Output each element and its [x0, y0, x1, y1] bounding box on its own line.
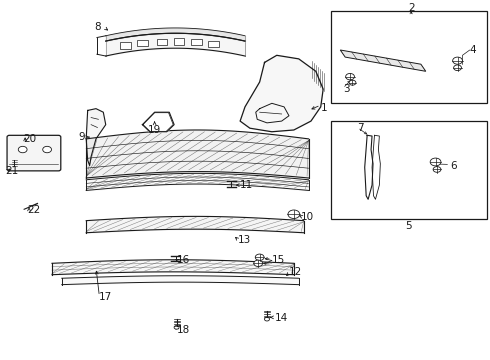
Text: 1: 1 [321, 103, 327, 113]
Bar [331, 11, 487, 103]
Circle shape [255, 254, 264, 261]
Circle shape [288, 210, 300, 219]
Bar [173, 39, 184, 45]
Text: 15: 15 [272, 256, 285, 265]
Text: 4: 4 [470, 45, 476, 55]
Bar [191, 39, 201, 45]
Text: 8: 8 [94, 22, 101, 32]
Circle shape [43, 146, 51, 153]
Bar [331, 121, 487, 219]
Circle shape [433, 167, 441, 172]
Circle shape [345, 73, 354, 80]
Text: 19: 19 [148, 125, 161, 135]
Text: 10: 10 [301, 212, 314, 222]
Text: 12: 12 [289, 267, 302, 277]
Text: 6: 6 [450, 161, 457, 171]
Text: 9: 9 [78, 132, 85, 142]
Text: 18: 18 [176, 325, 190, 335]
Text: 17: 17 [98, 292, 112, 302]
Text: 13: 13 [238, 235, 251, 245]
Text: 21: 21 [5, 166, 19, 176]
Circle shape [454, 65, 462, 71]
Polygon shape [240, 55, 323, 132]
Polygon shape [86, 109, 106, 166]
Text: 5: 5 [405, 221, 412, 231]
Text: 22: 22 [27, 205, 41, 215]
Text: 20: 20 [24, 134, 37, 144]
Circle shape [254, 260, 263, 266]
Circle shape [265, 318, 270, 321]
Polygon shape [143, 112, 174, 132]
Bar [120, 42, 131, 49]
Circle shape [174, 325, 179, 329]
Bar [208, 41, 219, 47]
Circle shape [18, 146, 27, 153]
Text: 14: 14 [274, 314, 288, 323]
Text: 7: 7 [357, 123, 364, 133]
Text: 16: 16 [176, 256, 190, 265]
Text: 3: 3 [343, 84, 349, 94]
Text: 2: 2 [408, 3, 415, 13]
Polygon shape [340, 50, 426, 71]
Circle shape [349, 80, 356, 85]
FancyBboxPatch shape [7, 135, 61, 171]
Circle shape [453, 57, 463, 64]
Text: 11: 11 [240, 180, 253, 190]
Bar [157, 39, 167, 45]
Circle shape [430, 158, 441, 166]
Bar [137, 40, 148, 46]
